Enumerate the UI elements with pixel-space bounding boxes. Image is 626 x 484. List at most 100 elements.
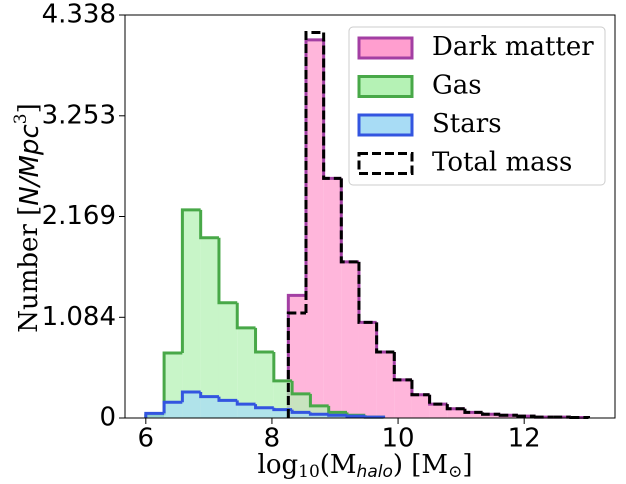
y-axis-label: Number [N/Mpc3] <box>11 103 45 332</box>
histogram-outline <box>144 411 165 418</box>
histogram-bar <box>305 39 324 418</box>
y-tick-label: 2.169 <box>42 201 116 231</box>
histogram-bar <box>237 327 256 418</box>
histogram-bar <box>182 209 201 418</box>
x-axis-label-part: ) [M <box>393 450 448 480</box>
histogram-outline <box>445 404 465 411</box>
histogram-outline <box>235 400 256 406</box>
histogram-outline <box>392 352 412 382</box>
legend-label: Gas <box>432 71 482 101</box>
histogram-outline <box>498 413 518 417</box>
histogram-bar <box>273 409 293 418</box>
histogram-outline <box>481 412 501 416</box>
histogram-outline <box>339 178 359 264</box>
histogram-bar <box>376 352 395 418</box>
histogram-outline <box>254 404 274 410</box>
legend-label: Dark matter <box>432 32 594 62</box>
histogram-series <box>286 30 591 420</box>
x-axis-label-part: (M <box>320 450 357 480</box>
histogram-bar <box>200 396 219 418</box>
histogram-outline <box>199 391 219 399</box>
histogram-outline <box>357 261 377 324</box>
histogram-outline <box>463 408 483 414</box>
histogram-outline <box>327 405 347 414</box>
histogram-bar <box>218 400 238 418</box>
x-axis-label-part: ] <box>462 450 472 480</box>
histogram-outline <box>375 322 395 354</box>
y-axis-label-part: N/Mpc <box>15 124 45 205</box>
x-axis-label-part: ⊙ <box>448 462 462 482</box>
histogram-outline <box>410 379 430 397</box>
plot-area <box>144 30 591 420</box>
x-tick-label: 10 <box>382 424 415 454</box>
histogram-bar <box>255 407 274 418</box>
histogram-series <box>144 390 386 419</box>
histogram-outline <box>199 209 219 240</box>
histogram-outline <box>392 352 412 382</box>
histogram-outline <box>304 30 324 314</box>
histogram-bar <box>323 178 342 418</box>
histogram-outline <box>327 413 347 417</box>
histogram-outline <box>308 393 329 408</box>
y-tick-label: 3.253 <box>42 100 116 130</box>
histogram-bar <box>145 413 165 418</box>
histogram-outline <box>534 415 554 419</box>
histogram-outline <box>217 396 238 402</box>
histogram-outline <box>410 379 430 397</box>
legend-swatch <box>357 75 414 98</box>
histogram-bar <box>200 237 219 418</box>
legend-label: Stars <box>432 109 502 139</box>
legend-swatch <box>357 113 414 137</box>
x-axis-label-part: log <box>258 450 299 480</box>
histogram-outline <box>345 414 366 418</box>
histogram-outline <box>322 32 342 180</box>
histogram-bar <box>411 394 430 418</box>
histogram-outline <box>254 327 274 354</box>
legend-swatch <box>357 36 414 60</box>
histogram-outline <box>272 407 293 412</box>
y-tick-label: 0 <box>99 403 116 433</box>
histogram-outline <box>375 322 395 354</box>
histogram-bar <box>447 408 465 418</box>
histogram-outline <box>286 311 306 418</box>
histogram-bar <box>218 302 238 418</box>
y-axis-label-part: 3 <box>11 113 31 124</box>
y-tick-label: 1.084 <box>42 302 116 332</box>
x-axis-label-part: 10 <box>298 462 320 482</box>
histogram-outline <box>357 261 377 324</box>
y-axis-label-part: ] <box>14 103 44 113</box>
histogram-outline <box>428 394 448 406</box>
histogram-bar <box>341 261 359 418</box>
x-tick-label: 6 <box>138 424 155 454</box>
histogram-bar <box>482 414 501 418</box>
histogram-outline <box>180 390 201 403</box>
histogram-outline <box>516 414 536 418</box>
histogram-outline <box>217 237 238 305</box>
histogram-bar <box>358 322 377 418</box>
histogram-outline <box>290 380 311 396</box>
y-axis-label-part: Number [ <box>14 206 44 333</box>
histogram-outline <box>235 302 256 330</box>
histogram-bar <box>237 404 256 418</box>
histogram-bar <box>182 391 201 418</box>
histogram-bar <box>464 412 483 418</box>
histogram-bar <box>429 404 448 418</box>
x-tick-label: 8 <box>264 424 281 454</box>
histogram-outline <box>162 351 183 416</box>
histogram-outline <box>339 178 359 264</box>
x-axis-label: log10(Mhalo) [M⊙] <box>258 450 473 482</box>
histogram-bar <box>164 402 183 418</box>
histogram-outline <box>272 352 293 383</box>
histogram-bar <box>394 379 412 418</box>
legend: Dark matter Gas Stars Total mass <box>348 26 606 186</box>
histogram-bar <box>255 352 274 418</box>
histogram-outline <box>308 412 329 416</box>
x-axis-label-part: halo <box>357 462 393 482</box>
histogram-bar <box>310 414 329 418</box>
histogram-outline <box>180 208 201 353</box>
legend-swatch <box>357 152 414 175</box>
legend-label: Total mass <box>432 148 572 178</box>
histogram-outline <box>162 400 183 414</box>
legend-box <box>348 26 606 186</box>
